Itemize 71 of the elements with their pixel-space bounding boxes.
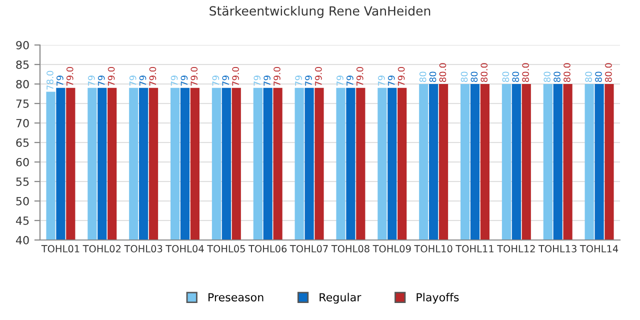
x-tick-label: TOHL10 (414, 245, 452, 252)
data-label: 79 (180, 76, 188, 86)
x-tick-label: TOHL03 (124, 245, 162, 252)
y-tick-label: 85 (16, 60, 29, 69)
x-tick-label: TOHL12 (497, 245, 535, 252)
data-label: 79 (305, 76, 312, 86)
data-label: 79 (129, 76, 136, 86)
data-label: 79 (254, 76, 261, 86)
data-label: 79 (378, 76, 385, 86)
x-tick-label: TOHL11 (456, 245, 494, 252)
data-label: 79.0 (315, 67, 322, 86)
data-label: 79.0 (190, 67, 198, 86)
data-label: 79 (295, 76, 302, 86)
data-label: 79 (212, 76, 220, 86)
data-label: 80 (502, 72, 510, 82)
y-tick-label: 80 (16, 80, 29, 88)
y-tick-label: 70 (16, 118, 29, 128)
data-label: 80.0 (522, 63, 529, 82)
data-label: 80.0 (439, 63, 446, 82)
data-label: 79 (98, 76, 105, 86)
x-tick-label: TOHL01 (41, 245, 80, 252)
data-label: 80 (512, 72, 520, 82)
y-tick-label: 40 (16, 236, 29, 244)
data-label: 79 (56, 76, 64, 86)
legend-label: Playoffs (416, 292, 459, 304)
legend-label: Regular (320, 292, 362, 304)
data-label: 79 (336, 76, 344, 86)
data-label: 80 (419, 72, 426, 82)
data-label: 80.0 (480, 63, 488, 82)
y-tick-label: 50 (16, 196, 29, 206)
chart-title: Stärkeentwicklung Rene VanHeiden (210, 6, 430, 18)
data-label: 79 (170, 76, 178, 86)
data-label: 80 (595, 72, 602, 82)
y-tick-label: 55 (16, 178, 29, 186)
data-label: 79.0 (398, 67, 405, 86)
x-tick-label: TOHL13 (538, 245, 576, 252)
data-label: 79.0 (356, 67, 364, 86)
data-label: 80 (585, 72, 592, 82)
x-tick-label: TOHL05 (207, 245, 245, 252)
x-tick-label: TOHL04 (166, 245, 204, 252)
data-label: 79 (264, 76, 270, 86)
data-label: 79.0 (274, 67, 280, 86)
y-tick-label: 60 (16, 158, 29, 166)
y-tick-label: 45 (16, 216, 29, 225)
data-label: 80 (460, 72, 468, 82)
y-tick-label: 90 (16, 40, 29, 50)
x-tick-label: TOHL02 (82, 245, 121, 252)
x-tick-label: TOHL06 (248, 245, 287, 252)
y-tick-label: 75 (16, 100, 29, 108)
data-label: 80 (470, 72, 478, 82)
data-label: 79 (222, 76, 230, 86)
data-label: 79.0 (108, 67, 115, 86)
data-label: 80.0 (564, 63, 570, 82)
data-label: 79.0 (66, 67, 74, 86)
data-label: 79 (388, 76, 395, 86)
y-tick-label: 65 (16, 138, 29, 147)
data-label: 79 (88, 76, 95, 86)
data-label: 79 (346, 76, 354, 86)
x-tick-label: TOHL14 (580, 245, 618, 252)
data-label: 79.0 (149, 67, 156, 86)
data-label: 80 (544, 72, 551, 82)
data-label: 80 (554, 72, 560, 82)
data-label: 79 (139, 76, 146, 86)
data-label: 80 (429, 72, 436, 82)
data-label: 79.0 (232, 67, 239, 86)
x-tick-label: TOHL09 (372, 245, 411, 252)
x-tick-label: TOHL08 (331, 245, 370, 252)
legend-label: Preseason (208, 293, 264, 302)
data-label: 78.0 (46, 70, 54, 90)
x-tick-label: TOHL07 (290, 245, 328, 252)
data-label: 80.0 (605, 63, 612, 82)
